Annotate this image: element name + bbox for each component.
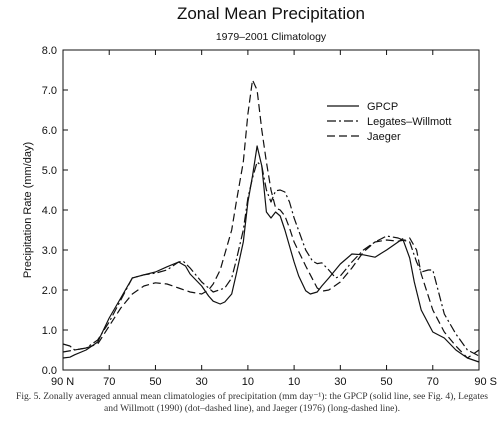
plot-frame bbox=[62, 49, 480, 371]
y-tick-label: 7.0 bbox=[42, 85, 57, 97]
series-line-gpcp bbox=[62, 145, 480, 363]
y-tick-label: 0.0 bbox=[42, 365, 57, 377]
chart-subtitle: 1979–2001 Climatology bbox=[216, 31, 327, 43]
zonal-precipitation-chart: Zonal Mean Precipitation 1979–2001 Clima… bbox=[22, 4, 497, 388]
x-tick-label: 50 bbox=[380, 376, 392, 388]
y-tick-label: 6.0 bbox=[42, 125, 57, 137]
chart-title: Zonal Mean Precipitation bbox=[177, 4, 365, 23]
x-tick-label: 30 bbox=[334, 376, 346, 388]
y-tick-label: 5.0 bbox=[42, 165, 57, 177]
legend-label: GPCP bbox=[367, 101, 398, 113]
legend-label: Legates–Willmott bbox=[367, 116, 451, 128]
x-tick-label: 90 S bbox=[474, 376, 497, 388]
legend-label: Jaeger bbox=[367, 131, 401, 143]
x-tick-label: 30 bbox=[196, 376, 208, 388]
y-tick-label: 2.0 bbox=[42, 285, 57, 297]
y-tick-label: 1.0 bbox=[42, 325, 57, 337]
y-axis-label: Precipitation Rate (mm/day) bbox=[22, 142, 34, 278]
y-tick-label: 4.0 bbox=[42, 205, 57, 217]
x-tick-label: 70 bbox=[103, 376, 115, 388]
x-tick-label: 10 bbox=[242, 376, 254, 388]
x-tick-label: 70 bbox=[427, 376, 439, 388]
x-tick-label: 50 bbox=[149, 376, 161, 388]
y-tick-label: 8.0 bbox=[42, 45, 57, 57]
series-line-legates-willmott bbox=[62, 161, 480, 357]
x-tick-label: 90 N bbox=[51, 376, 74, 388]
figure-caption: Fig. 5. Zonally averaged annual mean cli… bbox=[16, 391, 488, 414]
series-line-jaeger bbox=[62, 79, 480, 359]
x-tick-label: 10 bbox=[288, 376, 300, 388]
y-tick-label: 3.0 bbox=[42, 245, 57, 257]
